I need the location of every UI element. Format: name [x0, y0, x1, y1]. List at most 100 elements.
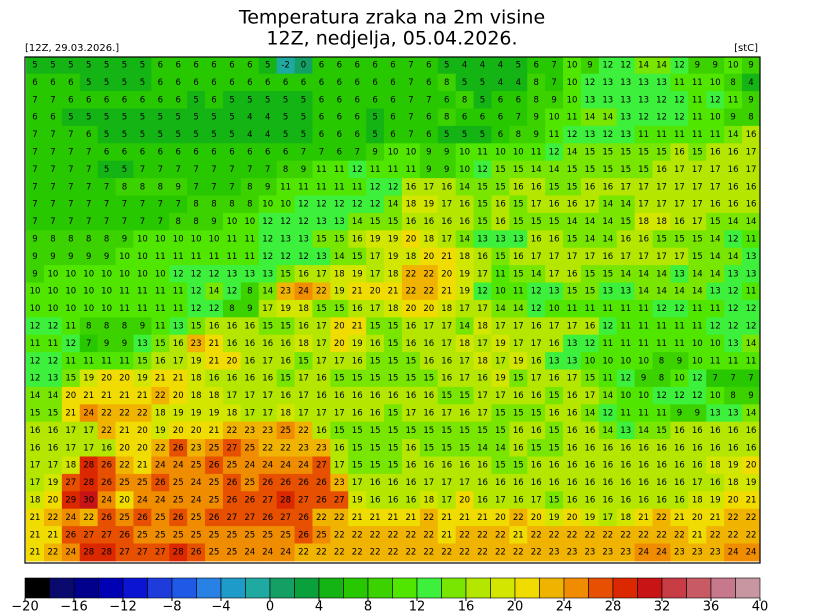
field-value: 18: [620, 513, 631, 523]
field-value: 16: [584, 443, 595, 453]
field-cell: [79, 57, 99, 75]
field-cell: [222, 386, 242, 405]
field-value: 16: [674, 478, 685, 488]
field-value: 28: [101, 548, 112, 558]
field-value: 6: [229, 148, 234, 158]
field-cell: [205, 508, 224, 527]
field-cell: [61, 526, 81, 544]
colorbar-label: 40: [752, 600, 769, 615]
field-value: 9: [86, 252, 91, 262]
field-cell: [706, 195, 725, 214]
field-value: 11: [316, 182, 327, 192]
field-value: 17: [531, 496, 542, 506]
field-value: 17: [495, 322, 506, 332]
field-value: 20: [405, 304, 416, 314]
field-value: 16: [531, 235, 542, 245]
field-cell: [419, 91, 439, 109]
field-value: 18: [334, 269, 345, 279]
field-cell: [366, 299, 385, 318]
field-cell: [348, 265, 367, 283]
field-cell: [43, 369, 63, 388]
field-value: -2: [281, 61, 289, 71]
field-value: 7: [32, 182, 37, 192]
field-value: 17: [316, 322, 327, 332]
field-value: 15: [280, 322, 291, 332]
field-value: 5: [462, 130, 467, 140]
field-cell: [115, 265, 134, 283]
field-value: 16: [710, 200, 721, 210]
field-cell: [401, 91, 421, 109]
field-cell: [312, 439, 331, 457]
field-cell: [545, 491, 564, 510]
field-cell: [294, 508, 313, 527]
field-value: 23: [298, 443, 309, 453]
field-value: 30: [83, 496, 94, 506]
field-cell: [43, 212, 63, 231]
field-cell: [240, 369, 260, 388]
field-value: 12: [47, 322, 58, 332]
field-cell: [419, 247, 439, 266]
field-cell: [634, 491, 654, 510]
field-cell: [61, 491, 81, 510]
field-value: 17: [262, 304, 273, 314]
field-cell: [652, 57, 671, 75]
field-cell: [634, 195, 654, 214]
field-cell: [169, 456, 188, 475]
field-cell: [724, 404, 743, 423]
field-cell: [437, 352, 457, 370]
field-value: 6: [498, 130, 503, 140]
field-cell: [509, 91, 528, 109]
field-cell: [276, 526, 296, 544]
field-cell: [43, 143, 63, 162]
field-cell: [294, 543, 313, 562]
field-cell: [634, 282, 654, 301]
field-value: 19: [388, 252, 399, 262]
field-value: 22: [316, 513, 327, 523]
field-cell: [688, 282, 707, 301]
field-cell: [437, 508, 457, 527]
field-cell: [43, 491, 63, 510]
field-value: 26: [101, 478, 112, 488]
field-value: 26: [209, 461, 220, 471]
field-cell: [240, 352, 260, 370]
field-value: 14: [746, 409, 757, 419]
field-cell: [222, 369, 242, 388]
field-cell: [652, 334, 671, 353]
field-value: 21: [441, 252, 452, 262]
field-value: 11: [298, 182, 309, 192]
field-value: 10: [119, 269, 130, 279]
field-cell: [670, 352, 689, 370]
field-value: 12: [531, 287, 542, 297]
field-cell: [742, 212, 760, 231]
field-cell: [580, 282, 600, 301]
field-cell: [330, 386, 349, 405]
field-value: 15: [405, 426, 416, 436]
field-cell: [79, 282, 99, 301]
field-value: 16: [495, 217, 506, 227]
field-value: 16: [370, 391, 381, 401]
field-cell: [401, 473, 421, 492]
field-cell: [706, 543, 725, 562]
field-cell: [115, 91, 134, 109]
field-cell: [348, 508, 367, 527]
field-cell: [473, 195, 492, 214]
field-value: 13: [567, 339, 578, 349]
field-value: 16: [459, 200, 470, 210]
field-value: 23: [549, 548, 560, 558]
field-cell: [79, 543, 99, 562]
field-cell: [97, 543, 117, 562]
field-cell: [742, 421, 760, 440]
field-value: 16: [728, 165, 739, 175]
field-value: 18: [65, 461, 76, 471]
field-value: 11: [316, 165, 327, 175]
field-value: 15: [495, 426, 506, 436]
field-cell: [366, 543, 385, 562]
field-cell: [598, 317, 618, 336]
field-value: 6: [319, 78, 324, 88]
field-value: 15: [549, 426, 560, 436]
field-value: 16: [692, 461, 703, 471]
field-cell: [276, 456, 296, 475]
field-cell: [742, 456, 760, 475]
field-cell: [187, 178, 206, 196]
field-cell: [61, 386, 81, 405]
